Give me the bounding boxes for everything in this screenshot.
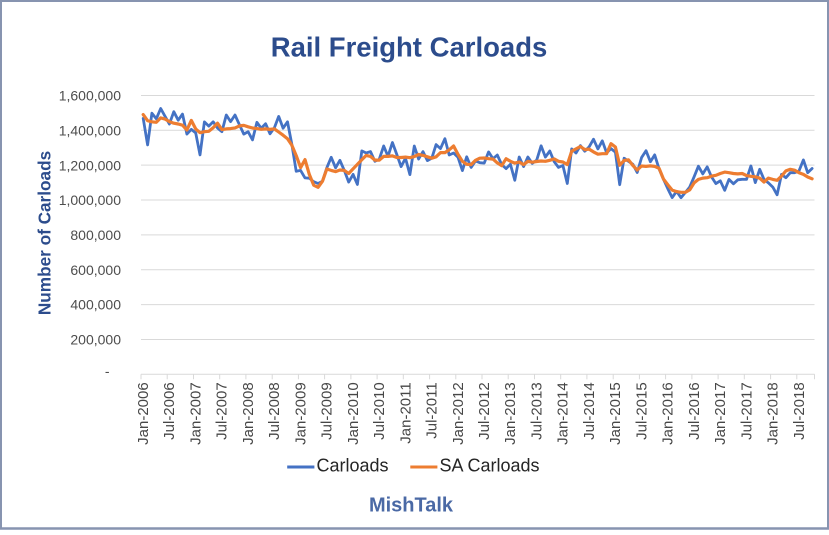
- svg-text:1,200,000: 1,200,000: [59, 157, 121, 173]
- svg-text:400,000: 400,000: [70, 297, 121, 313]
- svg-text:Jul-2013: Jul-2013: [529, 382, 546, 440]
- svg-text:Jan-2013: Jan-2013: [502, 382, 519, 445]
- svg-text:Jul-2016: Jul-2016: [686, 382, 703, 440]
- svg-text:Jan-2012: Jan-2012: [450, 382, 467, 445]
- svg-text:MishTalk: MishTalk: [369, 495, 454, 517]
- svg-text:Jul-2012: Jul-2012: [476, 382, 493, 440]
- svg-text:Jan-2011: Jan-2011: [397, 382, 414, 443]
- svg-text:Jan-2015: Jan-2015: [607, 382, 624, 445]
- svg-text:800,000: 800,000: [70, 227, 121, 243]
- svg-text:Jul-2007: Jul-2007: [214, 382, 231, 440]
- svg-text:1,600,000: 1,600,000: [59, 88, 121, 104]
- svg-text:Number of Carloads: Number of Carloads: [35, 151, 55, 315]
- svg-text:Jul-2008: Jul-2008: [266, 382, 283, 440]
- svg-text:Jan-2018: Jan-2018: [765, 382, 782, 445]
- svg-text:Jul-2018: Jul-2018: [791, 382, 808, 440]
- svg-text:Jan-2010: Jan-2010: [345, 382, 362, 445]
- svg-text:SA Carloads: SA Carloads: [440, 456, 540, 476]
- svg-text:Jan-2006: Jan-2006: [135, 382, 152, 445]
- svg-text:Jan-2008: Jan-2008: [240, 382, 257, 445]
- svg-text:Jan-2009: Jan-2009: [292, 382, 309, 445]
- svg-text:Jul-2015: Jul-2015: [633, 382, 650, 440]
- svg-text:Jul-2017: Jul-2017: [738, 382, 755, 440]
- svg-text:Jan-2017: Jan-2017: [712, 382, 729, 445]
- svg-text:Jan-2016: Jan-2016: [660, 382, 677, 445]
- svg-text:Jul-2011: Jul-2011: [424, 382, 441, 438]
- svg-text:200,000: 200,000: [70, 332, 121, 348]
- svg-text:Jul-2014: Jul-2014: [581, 382, 598, 440]
- svg-text:Jul-2006: Jul-2006: [161, 382, 178, 440]
- svg-text:600,000: 600,000: [70, 262, 121, 278]
- svg-text:Jul-2010: Jul-2010: [371, 382, 388, 440]
- svg-text:1,000,000: 1,000,000: [59, 192, 121, 208]
- svg-text:Jul-2009: Jul-2009: [319, 382, 336, 440]
- svg-text:Rail Freight Carloads: Rail Freight Carloads: [271, 32, 548, 63]
- svg-text:Jan-2007: Jan-2007: [188, 382, 205, 445]
- svg-text:-: -: [105, 363, 110, 379]
- svg-text:1,400,000: 1,400,000: [59, 122, 121, 138]
- svg-text:Carloads: Carloads: [317, 456, 389, 476]
- svg-text:Jan-2014: Jan-2014: [555, 382, 572, 445]
